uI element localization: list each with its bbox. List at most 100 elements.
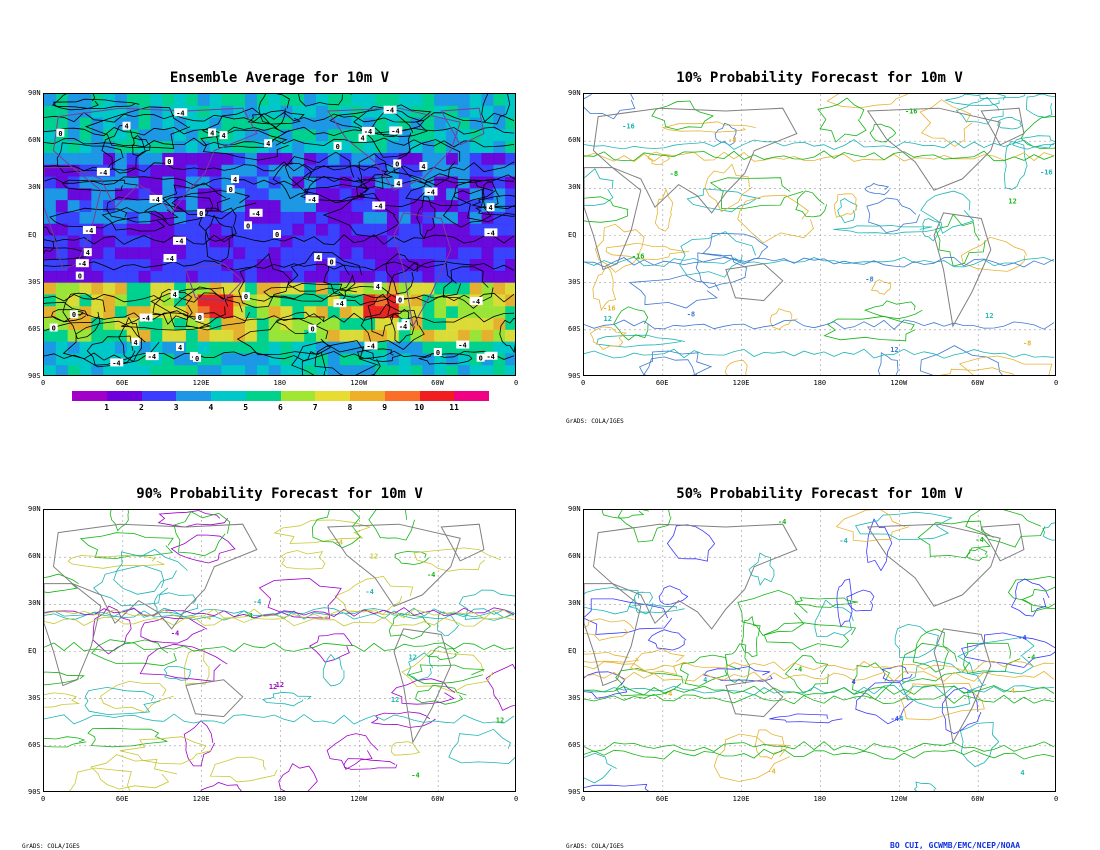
shaded-cell — [103, 282, 116, 296]
shaded-cell — [79, 282, 93, 296]
shaded-cell — [138, 247, 152, 261]
shaded-cell — [386, 318, 400, 331]
contour-line — [584, 670, 1055, 682]
contour-label: -4 — [244, 612, 252, 620]
shaded-cell — [162, 129, 176, 143]
contour-label: -4 — [112, 359, 120, 367]
contour-label: 12 — [1008, 198, 1016, 206]
shaded-cell — [245, 318, 258, 331]
contour-label-bg — [361, 126, 375, 135]
contour-line — [392, 139, 461, 186]
shaded-cell — [162, 235, 176, 249]
contour-line — [44, 161, 515, 173]
contour-line — [401, 649, 494, 693]
contour-line — [959, 721, 1000, 768]
shaded-cell — [398, 247, 412, 261]
contour-line — [84, 686, 161, 715]
shaded-cell — [327, 306, 341, 320]
shaded-cell — [457, 270, 471, 284]
shaded-cell — [138, 152, 152, 166]
shaded-cell — [505, 282, 515, 296]
contour-line — [90, 754, 178, 790]
shaded-cell — [351, 200, 365, 213]
lat-tick-label: 30S — [568, 693, 581, 702]
shaded-cell — [67, 235, 81, 249]
shaded-cell — [162, 341, 176, 355]
shaded-cell — [233, 211, 247, 225]
shaded-cell — [126, 200, 140, 213]
contour-label-bg — [241, 292, 250, 301]
coastline — [52, 523, 258, 630]
shaded-cell — [245, 270, 258, 284]
shaded-cell — [422, 306, 436, 320]
shaded-cell — [304, 270, 317, 284]
contour-label: -4 — [367, 343, 375, 351]
shaded-cell — [256, 117, 270, 131]
shaded-cell — [268, 200, 282, 213]
shaded-cell — [197, 247, 211, 261]
shaded-cell — [126, 164, 140, 178]
shaded-cell — [351, 247, 365, 261]
contour-label-bg — [249, 208, 263, 217]
shaded-cell — [268, 306, 282, 320]
contour-label-bg — [165, 157, 174, 166]
contour-line — [163, 666, 192, 681]
shaded-cell — [327, 164, 341, 178]
shaded-cell — [197, 365, 211, 375]
shaded-cell — [351, 94, 365, 107]
contour-line — [93, 564, 169, 606]
contour-label: 0 — [167, 158, 171, 166]
shaded-cell — [386, 223, 400, 237]
shaded-cell — [174, 365, 187, 375]
shaded-cell — [327, 329, 341, 343]
contour-line — [1020, 115, 1055, 149]
shaded-cell — [280, 365, 294, 375]
lat-tick-label: 90S — [568, 372, 581, 380]
contour-line — [658, 585, 689, 605]
contour-line — [846, 589, 875, 612]
contour-line — [854, 511, 953, 540]
shaded-cell — [422, 341, 436, 355]
lat-tick-label: 30S — [568, 277, 581, 286]
contour-line — [826, 94, 908, 109]
contour-line — [62, 292, 106, 340]
contour-line — [695, 252, 748, 289]
shaded-cell — [398, 152, 412, 166]
coastline — [393, 212, 452, 328]
shaded-cell — [256, 270, 270, 284]
shaded-cell — [221, 270, 235, 284]
contour-label: -4 — [203, 614, 211, 622]
colorbar-label: 3 — [173, 403, 179, 412]
shaded-cell — [481, 129, 495, 143]
contour-label: 0 — [78, 273, 82, 281]
shaded-cell — [469, 270, 483, 284]
contour-label-bg — [395, 295, 404, 304]
shaded-cell — [481, 329, 495, 343]
contour-line — [407, 664, 485, 684]
shaded-cell — [103, 152, 116, 166]
shaded-cell — [103, 223, 116, 237]
shaded-cell — [457, 247, 471, 261]
shaded-cell — [126, 353, 140, 367]
lat-tick-label: 90S — [28, 788, 41, 796]
lat-tick-label: 60S — [28, 740, 41, 749]
shaded-cell — [185, 141, 199, 154]
shaded-cell — [375, 117, 388, 131]
shaded-cell — [67, 129, 81, 143]
contour-label: -4 — [176, 109, 184, 117]
shaded-cell — [422, 211, 436, 225]
contour-label: -8 — [687, 311, 695, 319]
contour-label: -4 — [411, 772, 419, 780]
contour-label-bg — [264, 139, 273, 148]
contour-label: -4 — [78, 260, 86, 268]
shaded-cell — [292, 318, 306, 331]
shaded-cell — [174, 164, 187, 178]
contour-line — [1007, 575, 1055, 608]
shaded-cell — [422, 318, 436, 331]
contour-line — [966, 547, 988, 561]
shaded-cell — [114, 365, 128, 375]
panel-title-prob90: 90% Probability Forecast for 10m V — [136, 486, 423, 502]
contour-label-bg — [208, 128, 217, 137]
contour-line — [964, 94, 1041, 99]
shaded-cell — [410, 188, 424, 202]
